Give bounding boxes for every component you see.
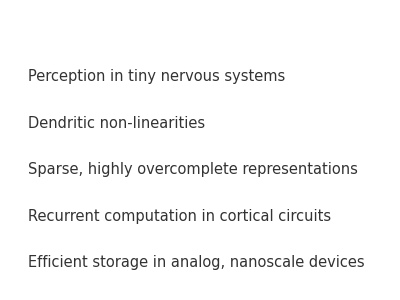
Text: Recurrent computation in cortical circuits: Recurrent computation in cortical circui… xyxy=(28,208,331,224)
Text: Perception in tiny nervous systems: Perception in tiny nervous systems xyxy=(28,69,285,84)
Text: Efficient storage in analog, nanoscale devices: Efficient storage in analog, nanoscale d… xyxy=(28,255,365,270)
Text: Sparse, highly overcomplete representations: Sparse, highly overcomplete representati… xyxy=(28,162,358,177)
Text: Dendritic non-linearities: Dendritic non-linearities xyxy=(28,116,205,130)
